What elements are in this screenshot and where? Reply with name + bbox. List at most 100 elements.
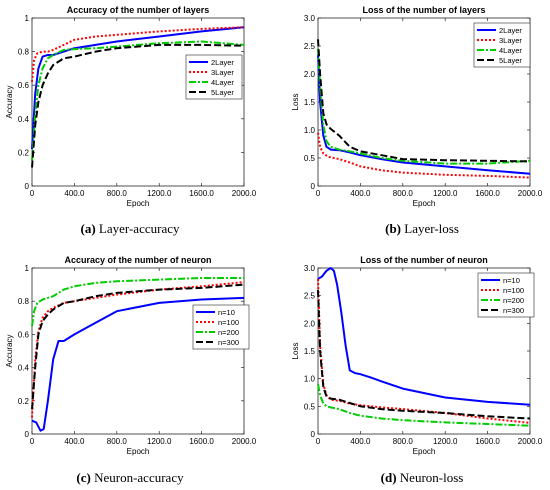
y-tick-label: 1 <box>25 14 30 23</box>
chart-panel-1: 0 400.0 800.0 1200.0 1600.0 2000.0 0 0.2 0.4 0.6 0… <box>5 5 257 236</box>
x-tick-label: 400.0 <box>64 189 85 198</box>
legend-entry: 2Layer <box>211 58 234 67</box>
legend-entry: 3Layer <box>499 36 522 45</box>
caption-tag: (b) <box>385 221 401 236</box>
chart-title: Loss of the number of neuron <box>360 255 488 265</box>
chart-panel-3: 0 400.0 800.0 1200.0 1600.0 2000.0 0 0.2 0.4 0.6 0… <box>5 255 257 485</box>
legend-entry: n=100 <box>218 318 239 327</box>
y-tick-label: 2.0 <box>304 319 316 328</box>
series-line-1 <box>31 26 245 150</box>
series-line-1 <box>317 54 531 175</box>
x-tick-label: 400.0 <box>64 437 85 446</box>
series-line-4 <box>317 290 531 420</box>
series-line-4 <box>31 283 245 410</box>
y-tick-label: 1.5 <box>304 98 316 107</box>
y-tick-label: 1.0 <box>304 375 316 384</box>
legend-entry: 4Layer <box>499 46 522 55</box>
x-tick-label: 800.0 <box>393 437 414 446</box>
x-tick-label: 0 <box>30 189 35 198</box>
legend-entry: 5Layer <box>499 56 522 65</box>
y-tick-label: 1.0 <box>304 126 316 135</box>
y-tick-label: 0 <box>25 430 30 439</box>
x-tick-label: 400.0 <box>350 437 371 446</box>
series-line-4 <box>31 43 245 168</box>
chart-panel-2: 0 400.0 800.0 1200.0 1600.0 2000.0 0 0.5 1.0 1.5 2… <box>291 5 543 236</box>
x-tick-label: 1600.0 <box>475 437 500 446</box>
x-tick-label: 1200.0 <box>433 437 458 446</box>
series-line-3 <box>31 277 244 327</box>
legend-entry: n=100 <box>503 286 524 295</box>
y-tick-label: 3.0 <box>304 264 316 273</box>
x-tick-label: 400.0 <box>350 189 371 198</box>
y-tick-label: 2.0 <box>304 70 316 79</box>
figure-caption: (c) Neuron-accuracy <box>76 470 184 485</box>
legend-entry: n=10 <box>218 308 235 317</box>
series-line-3 <box>317 384 531 427</box>
figure-caption: (b) Layer-loss <box>385 221 459 236</box>
y-tick-label: 0.8 <box>18 48 30 57</box>
chart-title: Accuracy of the number of neuron <box>64 255 211 265</box>
x-tick-label: 800.0 <box>393 189 414 198</box>
x-tick-label: 2000.0 <box>518 189 543 198</box>
y-tick-label: 0.4 <box>18 115 30 124</box>
x-tick-label: 0 <box>30 437 35 446</box>
y-axis-label: Accuracy <box>5 86 14 119</box>
legend-entry: 2Layer <box>499 26 522 35</box>
y-axis-label: Loss <box>291 343 300 360</box>
x-tick-label: 2000.0 <box>518 437 543 446</box>
y-axis-label: Accuracy <box>5 335 14 368</box>
legend-entry: n=200 <box>503 296 524 305</box>
chart-panel-4: 0 400.0 800.0 1200.0 1600.0 2000.0 0 0.5 1.0 1.5 2… <box>291 255 543 485</box>
legend-entry: 4Layer <box>211 78 234 87</box>
y-axis-label: Loss <box>291 94 300 111</box>
y-tick-label: 0.2 <box>18 397 30 406</box>
x-axis-label: Epoch <box>413 447 436 456</box>
legend-entry: n=300 <box>218 338 239 347</box>
x-tick-label: 1200.0 <box>147 437 172 446</box>
series-line-3 <box>317 48 531 165</box>
x-tick-label: 1600.0 <box>189 437 214 446</box>
x-tick-label: 1200.0 <box>433 189 458 198</box>
y-tick-label: 2.5 <box>304 292 316 301</box>
figure-caption: (d) Neuron-loss <box>381 470 464 485</box>
legend-entry: n=300 <box>503 306 524 315</box>
caption-tag: (c) <box>76 470 90 485</box>
y-tick-label: 0.6 <box>18 330 30 339</box>
x-tick-label: 0 <box>316 437 321 446</box>
x-tick-label: 800.0 <box>107 189 128 198</box>
x-axis-label: Epoch <box>413 199 436 208</box>
chart-title: Loss of the number of layers <box>362 5 485 15</box>
x-axis-label: Epoch <box>127 447 150 456</box>
y-tick-label: 0.4 <box>18 364 30 373</box>
y-tick-label: 2.5 <box>304 42 316 51</box>
x-tick-label: 1200.0 <box>147 189 172 198</box>
y-tick-label: 0.5 <box>304 154 316 163</box>
x-tick-label: 1600.0 <box>475 189 500 198</box>
figure-caption: (a) Layer-accuracy <box>81 221 180 236</box>
series-line-1 <box>317 267 531 406</box>
chart-title: Accuracy of the number of layers <box>67 5 210 15</box>
x-tick-label: 0 <box>316 189 321 198</box>
caption-tag: (d) <box>381 470 397 485</box>
series-line-3 <box>31 40 245 161</box>
y-tick-label: 0.8 <box>18 297 30 306</box>
x-tick-label: 1600.0 <box>189 189 214 198</box>
series-line-2 <box>31 26 245 82</box>
caption-tag: (a) <box>81 221 96 236</box>
y-tick-label: 0 <box>311 182 316 191</box>
x-tick-label: 2000.0 <box>232 437 257 446</box>
series-line-1 <box>31 296 245 432</box>
legend-entry: 5Layer <box>211 88 234 97</box>
caption-text: Layer-accuracy <box>96 221 180 236</box>
x-axis-label: Epoch <box>127 199 150 208</box>
y-tick-label: 1 <box>25 264 30 273</box>
series-line-4 <box>317 39 531 163</box>
series-line-2 <box>317 132 531 179</box>
legend-entry: n=200 <box>218 328 239 337</box>
y-tick-label: 0.5 <box>304 402 316 411</box>
